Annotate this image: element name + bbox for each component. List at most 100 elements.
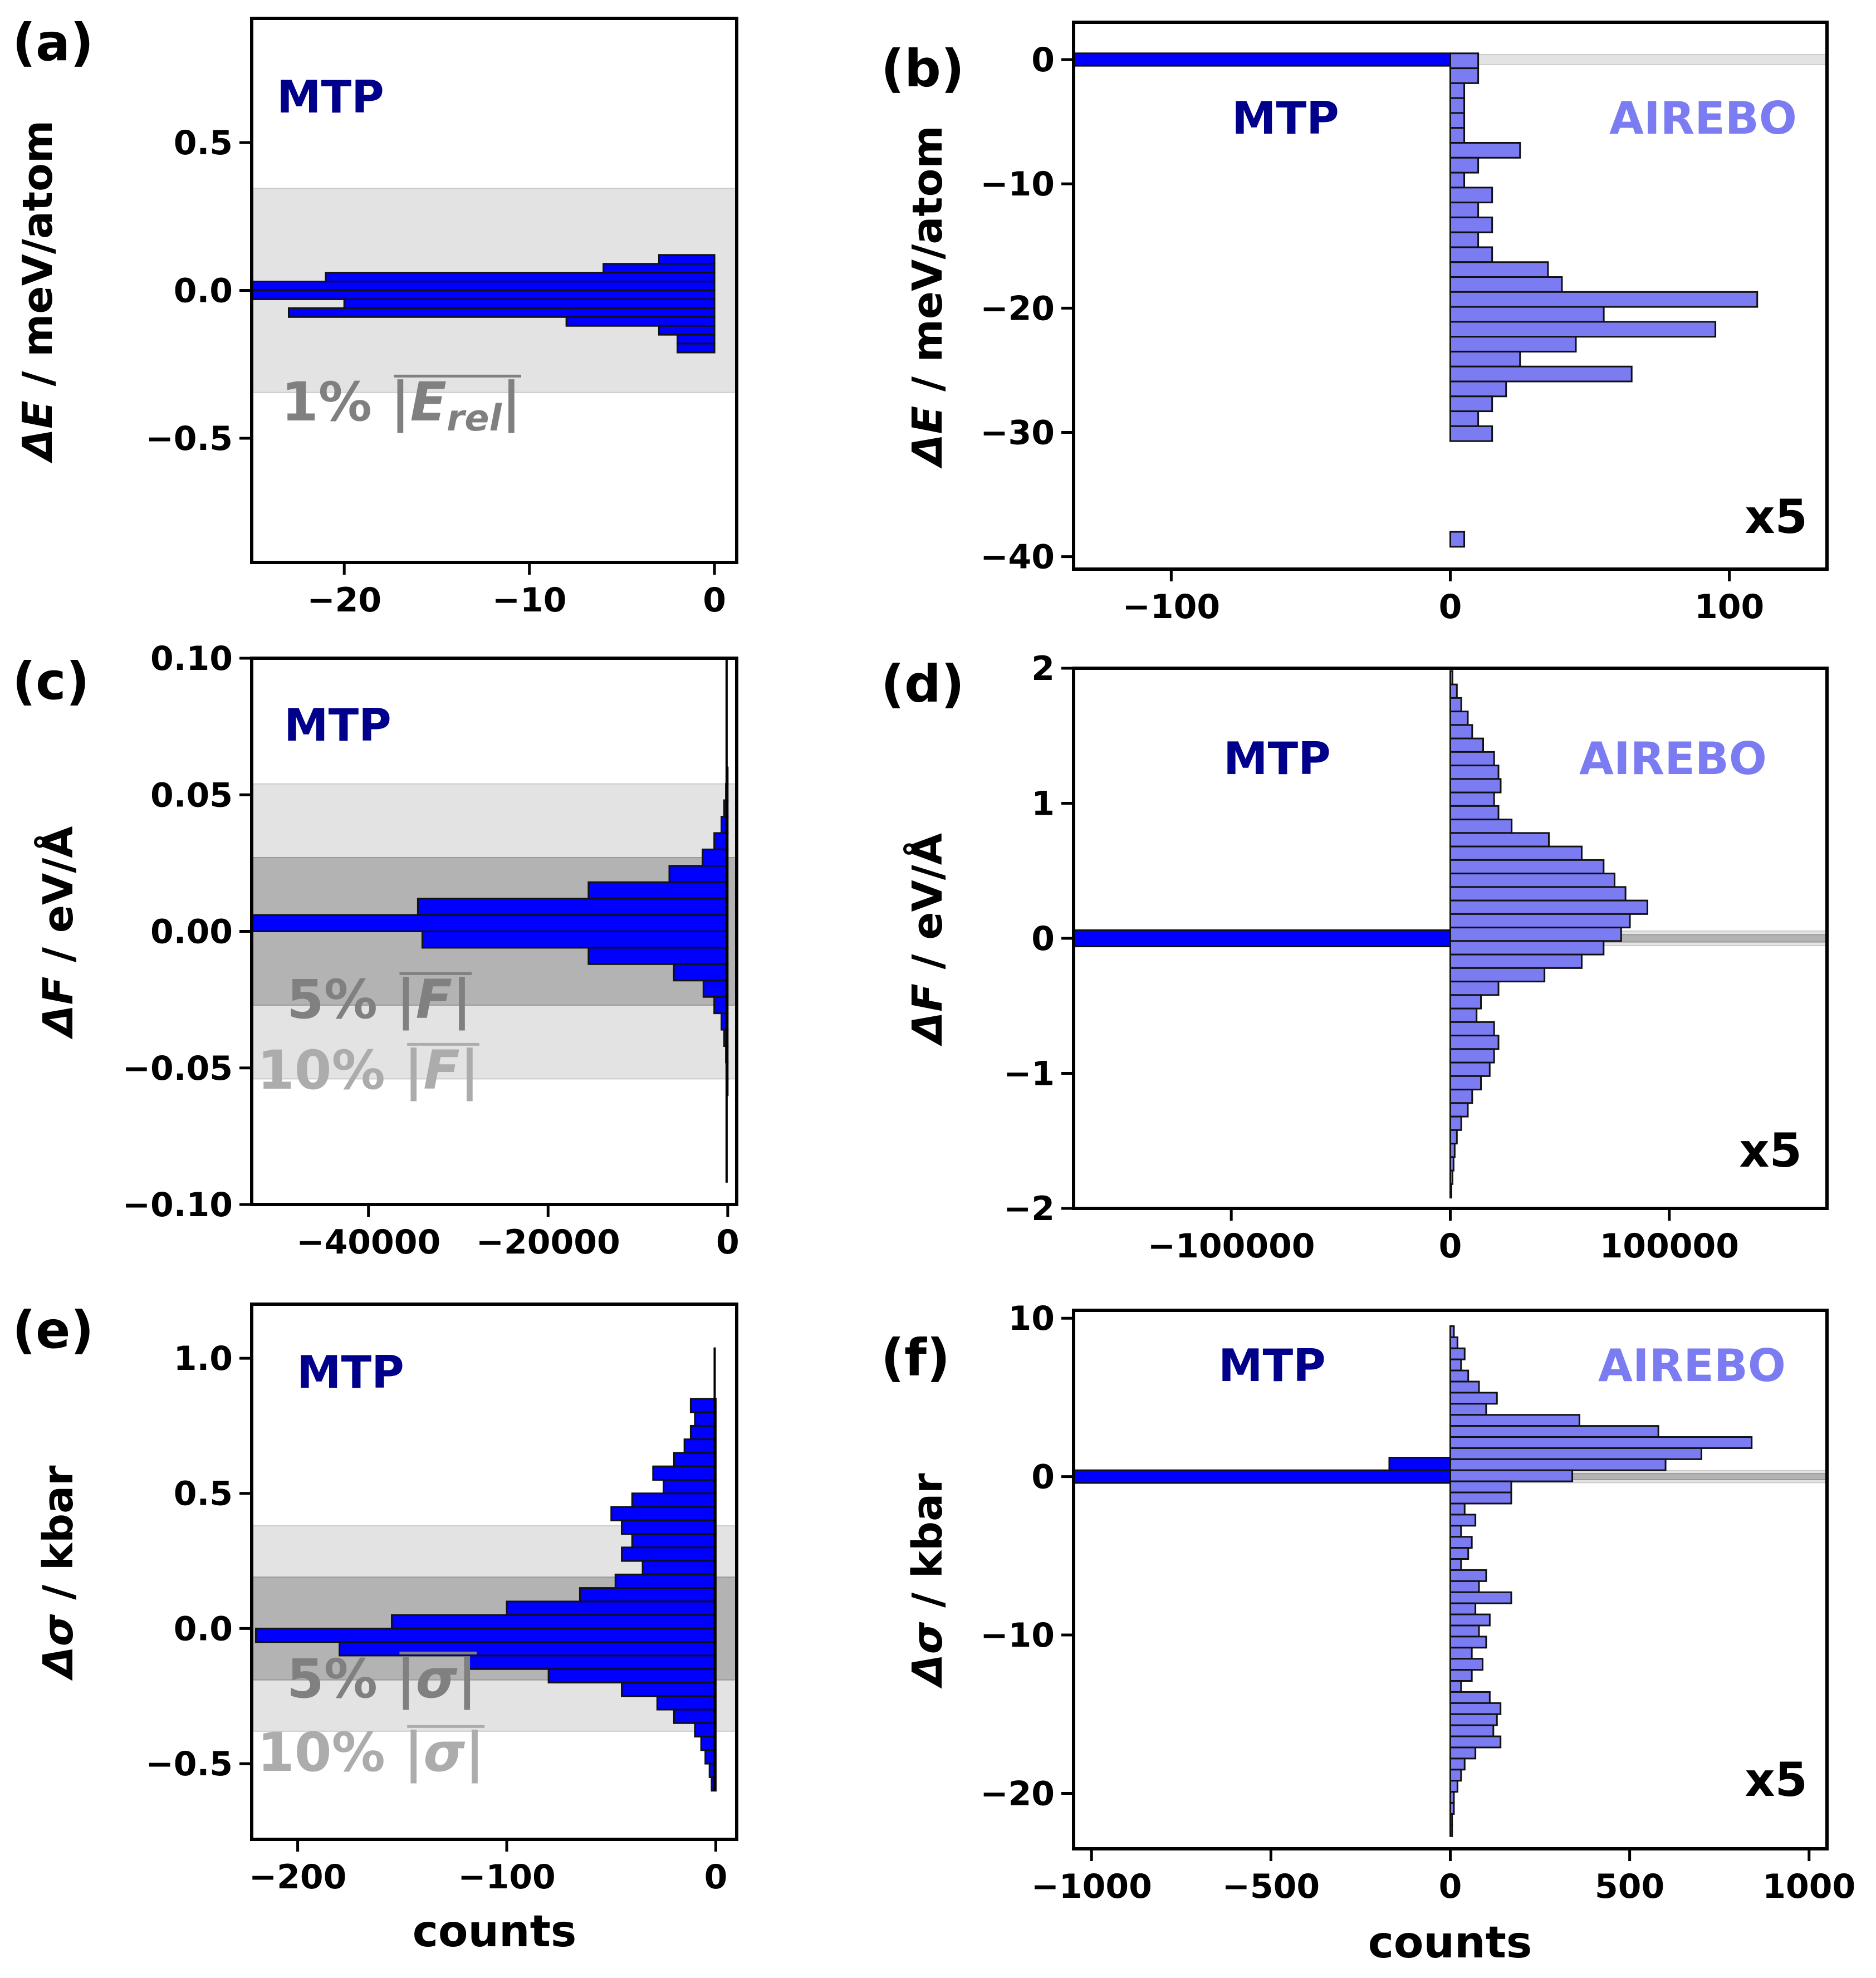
histogram-bar (673, 1452, 717, 1467)
histogram-bar (565, 316, 716, 327)
histogram-bar (1449, 1469, 1574, 1482)
y-tick-label: 1 (1031, 785, 1055, 824)
band-label-percent: 10% (257, 1721, 404, 1784)
histogram-bar (1074, 52, 1451, 67)
histogram-bar (1449, 1414, 1580, 1427)
series-label-mtp: MTP (277, 71, 384, 123)
x-tick-label: 500 (1595, 1867, 1664, 1906)
x-tick-label: 0 (1439, 1867, 1462, 1906)
histogram-bar (631, 1492, 717, 1508)
histogram-bar (1449, 994, 1482, 1010)
y-axis-unit: / eV/Å (33, 826, 82, 976)
histogram-bar (587, 947, 729, 965)
y-tick-label: −20 (980, 289, 1055, 328)
band-label: 10% |σ| (257, 1721, 484, 1784)
histogram-bar (1449, 410, 1480, 427)
scale-note: x5 (1739, 1123, 1802, 1178)
histogram-bar (1449, 1525, 1462, 1538)
histogram-bar (652, 1465, 717, 1481)
histogram-bar (1449, 1169, 1453, 1185)
histogram-bar (1449, 1824, 1453, 1837)
histogram-bar (1449, 1325, 1455, 1338)
histogram-bar (1449, 1724, 1495, 1737)
plot-area-d (1074, 670, 1827, 1199)
band-label-symbol: |F (404, 1039, 460, 1102)
histogram-bar (1449, 832, 1550, 848)
histogram-bar (1449, 216, 1493, 233)
histogram-bar (702, 848, 729, 867)
histogram-bar (1449, 1436, 1753, 1449)
x-tick-label: 1000 (1762, 1867, 1855, 1906)
histogram-bar (417, 898, 729, 916)
histogram-bar (1449, 1156, 1454, 1172)
histogram-bar (1449, 1791, 1455, 1804)
histogram-bar (1449, 805, 1500, 821)
histogram-bar (1449, 1048, 1495, 1064)
histogram-bar (1449, 886, 1627, 902)
panel-label: (c) (12, 652, 90, 711)
histogram-bar (1449, 127, 1466, 144)
y-axis-symbol: Δσ (904, 1622, 952, 1688)
histogram-bar (1449, 67, 1480, 84)
histogram-bar (631, 1533, 717, 1549)
histogram-bar (689, 1398, 717, 1413)
y-tick-label: −2 (1003, 1189, 1055, 1228)
series-label-airebo: AIREBO (1579, 733, 1767, 785)
y-axis-symbol: ΔF (904, 983, 952, 1046)
y-tick-label: 2 (1031, 649, 1055, 688)
histogram-bar (1449, 261, 1549, 278)
histogram-bar (1449, 1480, 1512, 1494)
y-axis-unit: / meV/atom (904, 125, 952, 405)
x-tick-label: −100000 (1148, 1227, 1315, 1266)
histogram-bar (1449, 967, 1546, 983)
panel-label: (e) (12, 1300, 94, 1360)
y-axis-unit: / meV/atom (14, 120, 62, 400)
y-tick-label: −1 (1003, 1055, 1055, 1094)
y-tick-label: 0.0 (174, 272, 233, 311)
histogram-bar (1449, 276, 1563, 293)
band-label-symbol: |σ (396, 1648, 457, 1711)
histogram-bar (1449, 940, 1605, 956)
histogram-bar (1449, 1129, 1458, 1145)
histogram-bar (1449, 231, 1480, 248)
y-tick-label: −10 (980, 165, 1055, 204)
x-axis-label-right: counts (1368, 1918, 1532, 1968)
y-tick-label: 0 (1031, 919, 1055, 958)
histogram-bar (252, 290, 716, 300)
panel-f: −1000 −500 0 500 1000 10 0 −10 −20 Δσ / kbar (f) MT… (881, 1299, 1855, 1906)
scale-note: x5 (1745, 1752, 1808, 1807)
y-tick-label: 0 (1031, 1458, 1055, 1497)
histogram-bar (1449, 1458, 1667, 1471)
x-axis-label-left: counts (413, 1907, 577, 1957)
histogram-bar (1449, 1757, 1466, 1771)
histogram-bar (677, 334, 716, 345)
band-label-symbol: |σ (404, 1721, 465, 1784)
y-axis-label: Δσ / kbar (35, 1465, 82, 1681)
histogram-bar (694, 1722, 717, 1738)
histogram-bar (252, 281, 716, 291)
histogram-bar (1449, 1491, 1512, 1505)
band-label: 5% |σ| (287, 1648, 477, 1711)
histogram-bar (287, 307, 716, 318)
histogram-bar (1449, 845, 1583, 861)
histogram-bar (1449, 395, 1493, 413)
histogram-bar (1449, 202, 1480, 218)
histogram-bar (1449, 1569, 1487, 1582)
histogram-bar (1449, 1658, 1483, 1671)
histogram-bar (1449, 156, 1480, 174)
histogram-bar (1449, 670, 1453, 686)
y-tick-label: 0.0 (174, 1609, 233, 1648)
histogram-bar (1449, 1035, 1500, 1050)
histogram-bar (1449, 380, 1507, 398)
histogram-bar (694, 1411, 717, 1427)
histogram-bar (1449, 724, 1473, 740)
band-label-bar: | (465, 1721, 484, 1784)
histogram-bar (673, 963, 729, 982)
histogram-bar (1449, 97, 1466, 114)
histogram-bar (1449, 1735, 1502, 1749)
x-tick-label: 100 (1694, 587, 1764, 626)
histogram-bar (1449, 1780, 1458, 1793)
histogram-bar (1449, 1746, 1477, 1760)
histogram-bar (1449, 953, 1583, 969)
